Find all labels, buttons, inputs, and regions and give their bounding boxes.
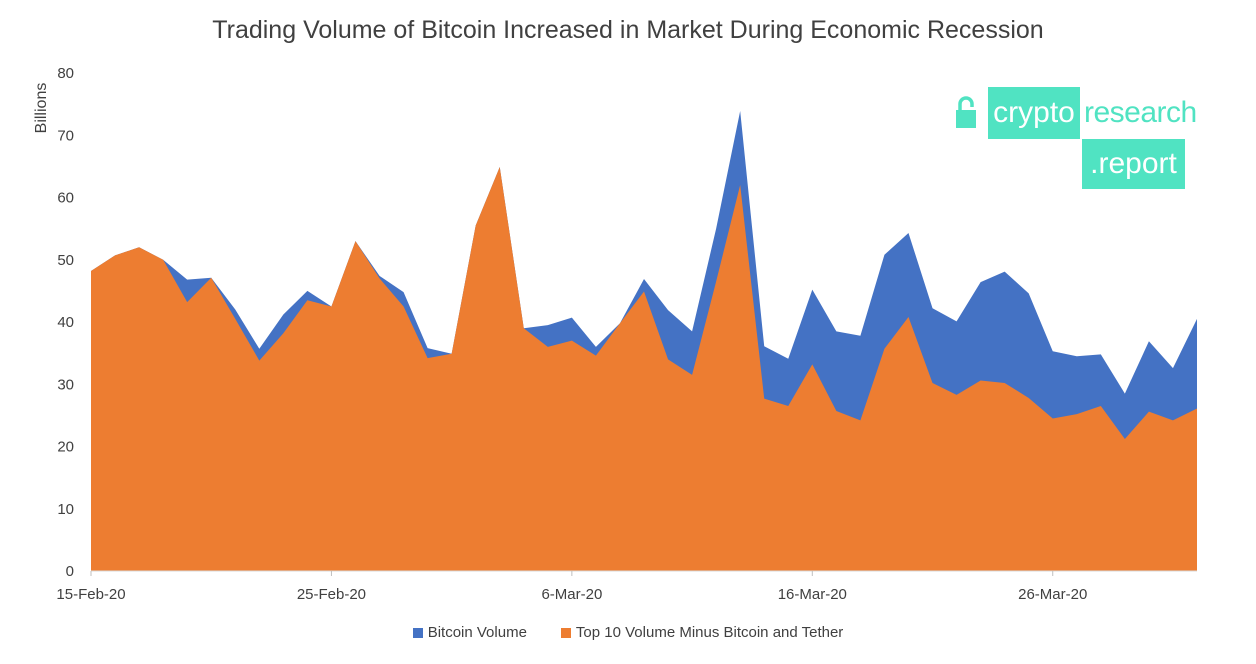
- y-tick-label: 0: [66, 563, 74, 580]
- y-tick-label: 50: [57, 252, 74, 269]
- legend: Bitcoin Volume Top 10 Volume Minus Bitco…: [0, 624, 1256, 641]
- chart-title: Trading Volume of Bitcoin Increased in M…: [212, 16, 1044, 44]
- y-tick-label: 80: [57, 65, 74, 82]
- series-area-top10-volume: [91, 166, 1197, 571]
- y-tick-label: 10: [57, 501, 74, 518]
- y-tick-label: 40: [57, 314, 74, 331]
- x-tick-label: 16-Mar-20: [778, 586, 847, 603]
- legend-item-top10: Top 10 Volume Minus Bitcoin and Tether: [560, 624, 844, 641]
- y-tick-labels: 0 10 20 30 40 50 60 70 80: [57, 65, 74, 580]
- legend-item-bitcoin: Bitcoin Volume: [412, 624, 527, 641]
- y-tick-label: 60: [57, 190, 74, 207]
- x-tick-label: 6-Mar-20: [541, 586, 602, 603]
- y-tick-label: 20: [57, 439, 74, 456]
- y-axis-label: Billions: [33, 83, 50, 134]
- legend-swatch-bitcoin: [412, 627, 423, 638]
- legend-label-top10: Top 10 Volume Minus Bitcoin and Tether: [575, 624, 844, 641]
- logo-word-report: .report: [1082, 139, 1185, 189]
- logo-word-research: research: [1084, 96, 1197, 129]
- x-tick-label: 26-Mar-20: [1018, 586, 1087, 603]
- x-tick-label: 15-Feb-20: [56, 586, 125, 603]
- legend-swatch-top10: [560, 627, 571, 638]
- stacked-areas: [91, 110, 1197, 571]
- y-tick-label: 30: [57, 376, 74, 393]
- x-tick-label: 25-Feb-20: [297, 586, 366, 603]
- lock-icon: [956, 96, 976, 128]
- legend-label-bitcoin: Bitcoin Volume: [427, 624, 527, 641]
- y-tick-label: 70: [57, 127, 74, 144]
- logo-word-crypto: crypto: [988, 87, 1080, 139]
- x-tick-labels: 15-Feb-20 25-Feb-20 6-Mar-20 16-Mar-20 26-Ma…: [56, 571, 1087, 603]
